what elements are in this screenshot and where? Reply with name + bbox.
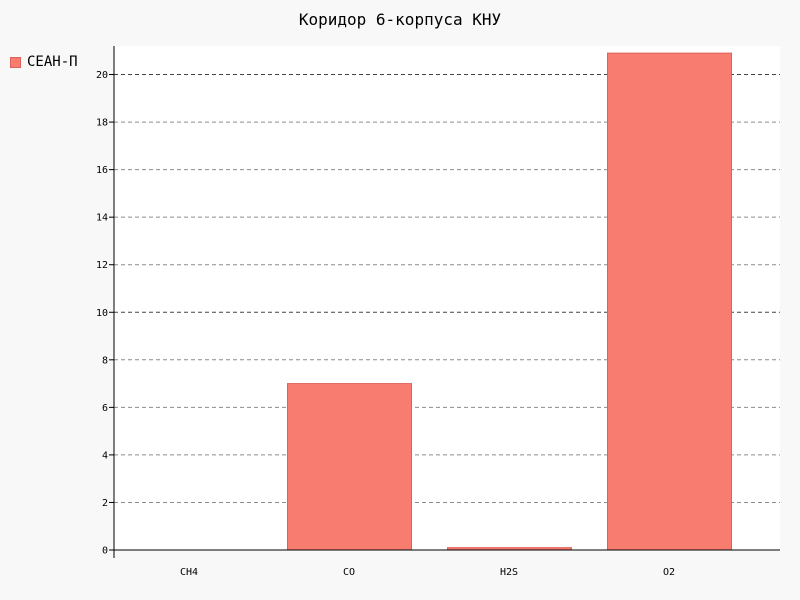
legend-swatch xyxy=(10,56,21,68)
y-tick-label: 10 xyxy=(96,308,108,319)
y-tick-label: 16 xyxy=(96,165,108,176)
legend-label: СЕАН-П xyxy=(27,54,78,70)
bar-co xyxy=(287,383,412,551)
x-tick-label: CO xyxy=(343,567,355,578)
y-tick-label: 20 xyxy=(96,70,108,81)
x-tick-label: O2 xyxy=(663,567,675,578)
y-tick-label: 8 xyxy=(102,355,108,366)
y-tick-label: 0 xyxy=(102,546,108,557)
chart-title: Коридор 6-корпуса КНУ xyxy=(298,10,502,29)
x-tick-label: CH4 xyxy=(180,567,198,578)
y-tick-label: 2 xyxy=(102,498,108,509)
bar-o2 xyxy=(607,52,732,551)
y-tick-label: 18 xyxy=(96,118,108,129)
legend: СЕАН-П xyxy=(10,54,78,70)
y-tick-label: 6 xyxy=(102,403,108,414)
x-tick-label: H2S xyxy=(500,567,518,578)
y-tick-label: 4 xyxy=(102,450,108,461)
y-tick-label: 12 xyxy=(96,260,108,271)
y-tick-label: 14 xyxy=(96,213,108,224)
